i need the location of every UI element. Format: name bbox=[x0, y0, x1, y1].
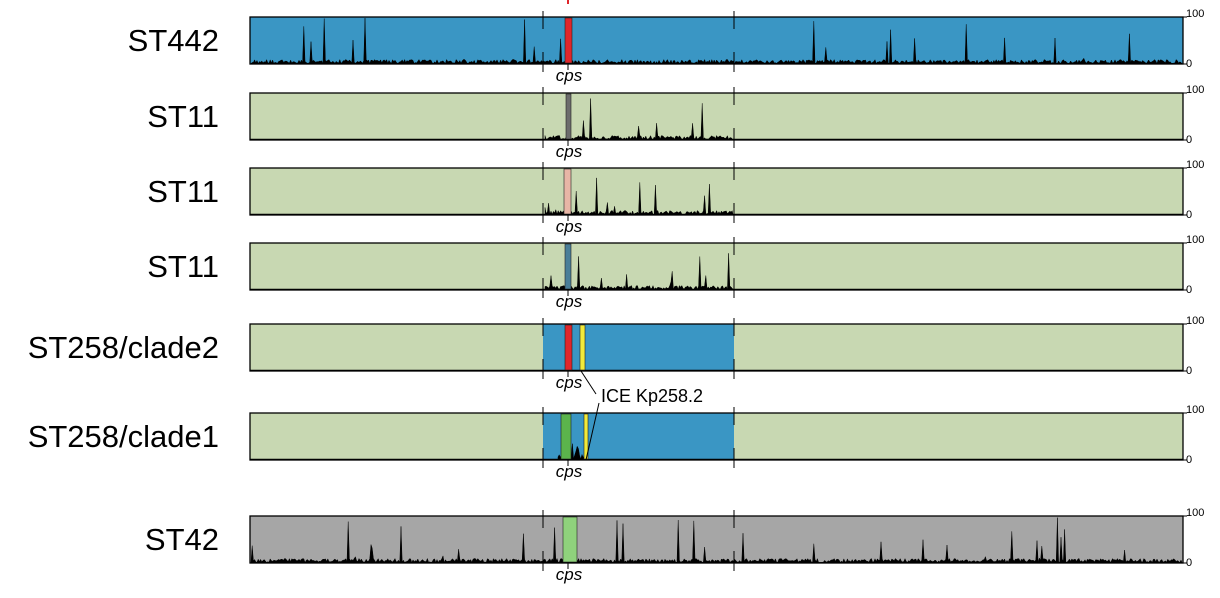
track-background bbox=[250, 243, 1183, 290]
track-segment bbox=[543, 324, 734, 371]
scale-max-label: 100 bbox=[1186, 404, 1205, 416]
track-label: ST258/clade2 bbox=[27, 330, 219, 365]
track-segment bbox=[543, 413, 734, 460]
coverage-signal bbox=[544, 98, 734, 140]
cps-label: cps bbox=[555, 66, 583, 85]
track-frame bbox=[249, 323, 1184, 372]
scale-min-label: 0 bbox=[1186, 134, 1193, 146]
marker-band bbox=[560, 413, 572, 460]
marker-band bbox=[565, 93, 572, 140]
track-label: ST442 bbox=[127, 23, 219, 58]
track-background bbox=[250, 17, 1183, 64]
coverage-signal bbox=[544, 177, 734, 216]
track-label: ST258/clade1 bbox=[27, 419, 219, 454]
scale-min-label: 0 bbox=[1186, 284, 1193, 296]
cps-label: cps bbox=[555, 142, 583, 161]
track-background bbox=[250, 93, 1183, 140]
track-frame bbox=[249, 92, 1184, 141]
scale-max-label: 100 bbox=[1186, 315, 1205, 327]
cps-label: cps bbox=[555, 462, 583, 481]
marker-band bbox=[564, 324, 573, 371]
track-frame bbox=[249, 16, 1184, 65]
scale-min-label: 0 bbox=[1186, 454, 1193, 466]
scale-min-label: 0 bbox=[1186, 58, 1193, 70]
track-background bbox=[250, 516, 1183, 563]
scale-max-label: 100 bbox=[1186, 84, 1205, 96]
marker-band bbox=[564, 243, 572, 290]
scale-min-label: 0 bbox=[1186, 557, 1193, 569]
marker-band bbox=[579, 324, 586, 371]
scale-max-label: 100 bbox=[1186, 234, 1205, 246]
cps-label: cps bbox=[555, 217, 583, 236]
track-label: ST11 bbox=[147, 174, 219, 209]
scale-min-label: 0 bbox=[1186, 365, 1193, 377]
track-frame bbox=[249, 515, 1184, 564]
cps-label: cps bbox=[555, 373, 583, 392]
coverage-signal bbox=[250, 18, 1183, 65]
track-frame bbox=[249, 412, 1184, 461]
track-background bbox=[250, 168, 1183, 215]
marker-band bbox=[563, 168, 572, 215]
track-frame bbox=[249, 167, 1184, 216]
cps-label: cps bbox=[555, 565, 583, 584]
ice-leader-line bbox=[585, 402, 600, 461]
ice-leader-line bbox=[580, 370, 597, 395]
track-frame bbox=[249, 242, 1184, 291]
scale-min-label: 0 bbox=[1186, 209, 1193, 221]
scale-max-label: 100 bbox=[1186, 507, 1205, 519]
track-label: ST42 bbox=[144, 522, 219, 557]
cps-label: cps bbox=[555, 292, 583, 311]
track-label: ST11 bbox=[147, 99, 219, 134]
ice-label: ICE Kp258.2 bbox=[601, 386, 704, 406]
scale-max-label: 100 bbox=[1186, 8, 1205, 20]
marker-band bbox=[562, 516, 578, 563]
coverage-signal bbox=[250, 517, 1183, 564]
scale-max-label: 100 bbox=[1186, 159, 1205, 171]
track-label: ST11 bbox=[147, 249, 219, 284]
marker-band bbox=[564, 17, 573, 64]
